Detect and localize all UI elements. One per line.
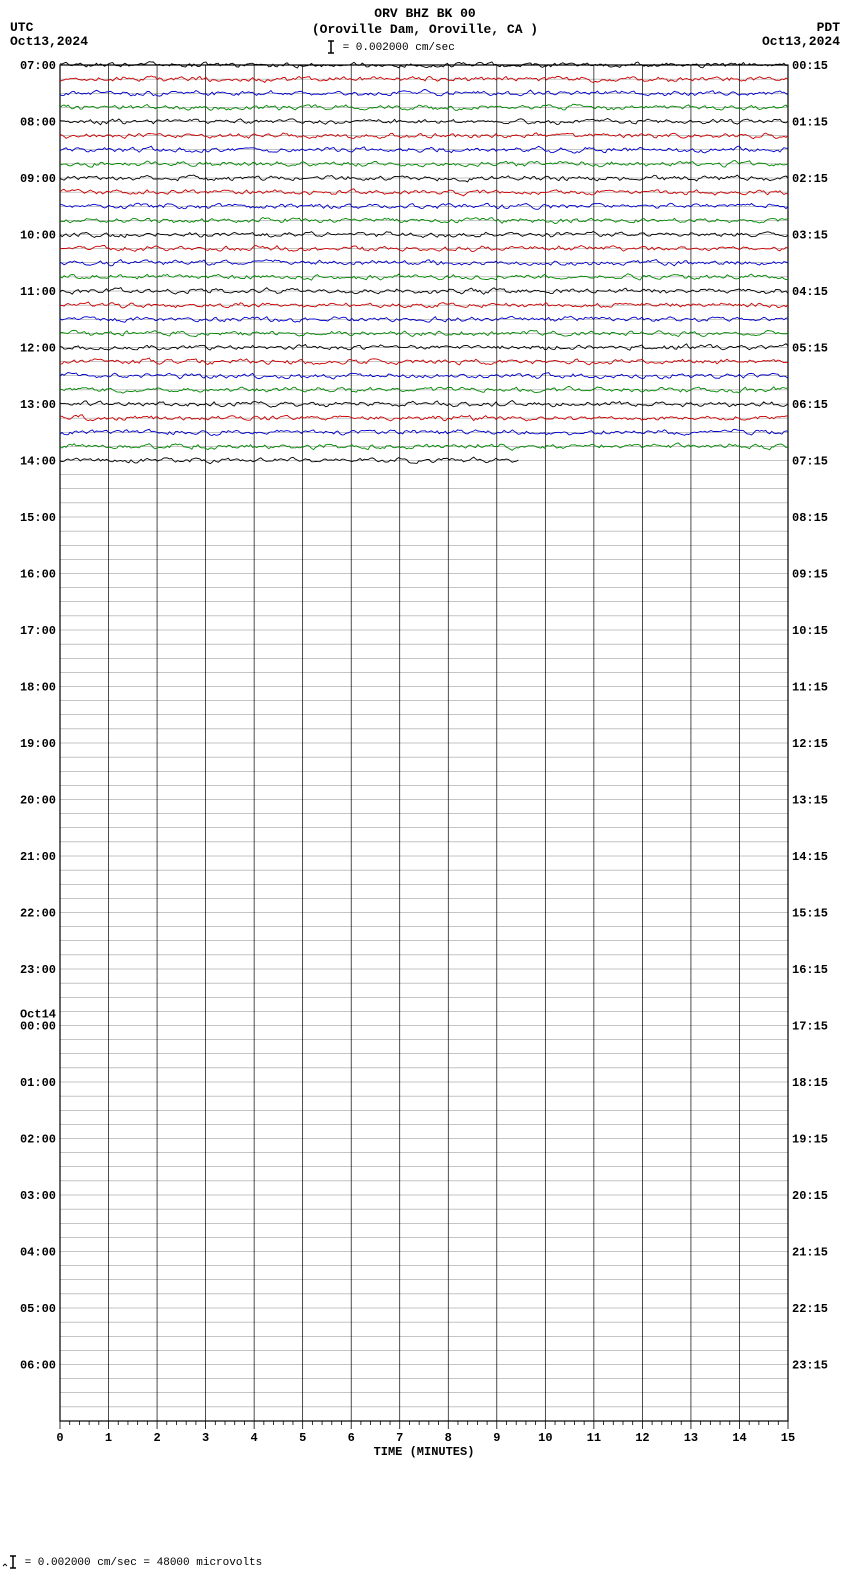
right-time-label: 04:15 [792, 285, 828, 299]
right-time-label: 22:15 [792, 1302, 828, 1316]
right-time-label: 02:15 [792, 172, 828, 186]
right-time-label: 12:15 [792, 737, 828, 751]
left-time-label: 10:00 [20, 229, 56, 243]
left-time-label: 06:00 [20, 1359, 56, 1373]
left-time-label: 21:00 [20, 850, 56, 864]
x-tick-label: 0 [56, 1431, 63, 1445]
right-time-label: 19:15 [792, 1133, 828, 1147]
x-tick-label: 3 [202, 1431, 209, 1445]
left-time-label: 09:00 [20, 172, 56, 186]
left-date: Oct13,2024 [10, 34, 88, 49]
left-time-label: 17:00 [20, 624, 56, 638]
x-tick-label: 7 [396, 1431, 403, 1445]
right-time-label: 18:15 [792, 1076, 828, 1090]
x-tick-label: 2 [153, 1431, 160, 1445]
left-time-label: 12:00 [20, 342, 56, 356]
x-tick-label: 14 [732, 1431, 746, 1445]
left-time-label: 05:00 [20, 1302, 56, 1316]
seismic-trace [60, 344, 788, 351]
left-time-label: 23:00 [20, 963, 56, 977]
footer-text: = 0.002000 cm/sec = 48000 microvolts [25, 1557, 263, 1569]
right-time-label: 20:15 [792, 1189, 828, 1203]
seismic-trace [60, 89, 788, 96]
scale-text: = 0.002000 cm/sec [343, 42, 455, 54]
date-break-label: Oct14 [20, 1008, 56, 1022]
x-tick-label: 13 [684, 1431, 698, 1445]
x-axis-label: TIME (MINUTES) [374, 1445, 475, 1459]
x-tick-label: 12 [635, 1431, 649, 1445]
right-time-label: 16:15 [792, 963, 828, 977]
x-tick-label: 10 [538, 1431, 552, 1445]
x-tick-label: 5 [299, 1431, 306, 1445]
left-time-label: 22:00 [20, 907, 56, 921]
right-time-label: 01:15 [792, 116, 828, 130]
right-time-label: 15:15 [792, 907, 828, 921]
right-time-label: 03:15 [792, 229, 828, 243]
right-time-label: 13:15 [792, 794, 828, 808]
left-time-label: 13:00 [20, 398, 56, 412]
seismogram-container: ORV BHZ BK 00 (Oroville Dam, Oroville, C… [0, 0, 850, 1584]
right-tz: PDT [817, 20, 840, 35]
left-time-label: 16:00 [20, 568, 56, 582]
title-line-2: (Oroville Dam, Oroville, CA ) [0, 22, 850, 37]
left-time-label: 02:00 [20, 1133, 56, 1147]
helicorder-plot: 07:00 00:15 08:00 01:15 09:00 02:15 10:00 03:15… [0, 55, 850, 1515]
left-time-label: 11:00 [20, 285, 56, 299]
title-line-1: ORV BHZ BK 00 [0, 6, 850, 21]
left-time-label: 00:00 [20, 1020, 56, 1034]
right-time-label: 00:15 [792, 59, 828, 73]
left-time-label: 04:00 [20, 1246, 56, 1260]
x-tick-label: 1 [105, 1431, 112, 1445]
right-time-label: 14:15 [792, 850, 828, 864]
right-time-label: 17:15 [792, 1020, 828, 1034]
left-time-label: 19:00 [20, 737, 56, 751]
left-time-label: 03:00 [20, 1189, 56, 1203]
x-tick-label: 4 [251, 1431, 258, 1445]
left-time-label: 08:00 [20, 116, 56, 130]
right-time-label: 07:15 [792, 455, 828, 469]
left-tz: UTC [10, 20, 33, 35]
left-time-label: 01:00 [20, 1076, 56, 1090]
x-tick-label: 9 [493, 1431, 500, 1445]
x-tick-label: 15 [781, 1431, 795, 1445]
x-tick-label: 6 [348, 1431, 355, 1445]
right-time-label: 10:15 [792, 624, 828, 638]
left-time-label: 14:00 [20, 455, 56, 469]
footer-scale: = 0.002000 cm/sec = 48000 microvolts [2, 1555, 262, 1569]
left-time-label: 07:00 [20, 59, 56, 73]
left-time-label: 18:00 [20, 681, 56, 695]
scale-bar: = 0.002000 cm/sec [326, 40, 455, 54]
seismic-trace [60, 443, 788, 450]
x-tick-label: 8 [445, 1431, 452, 1445]
right-time-label: 23:15 [792, 1359, 828, 1373]
right-date: Oct13,2024 [762, 34, 840, 49]
right-time-label: 05:15 [792, 342, 828, 356]
left-time-label: 20:00 [20, 794, 56, 808]
seismic-trace [60, 175, 788, 182]
right-time-label: 21:15 [792, 1246, 828, 1260]
right-time-label: 06:15 [792, 398, 828, 412]
left-time-label: 15:00 [20, 511, 56, 525]
right-time-label: 11:15 [792, 681, 828, 695]
right-time-label: 08:15 [792, 511, 828, 525]
x-tick-label: 11 [587, 1431, 601, 1445]
right-time-label: 09:15 [792, 568, 828, 582]
